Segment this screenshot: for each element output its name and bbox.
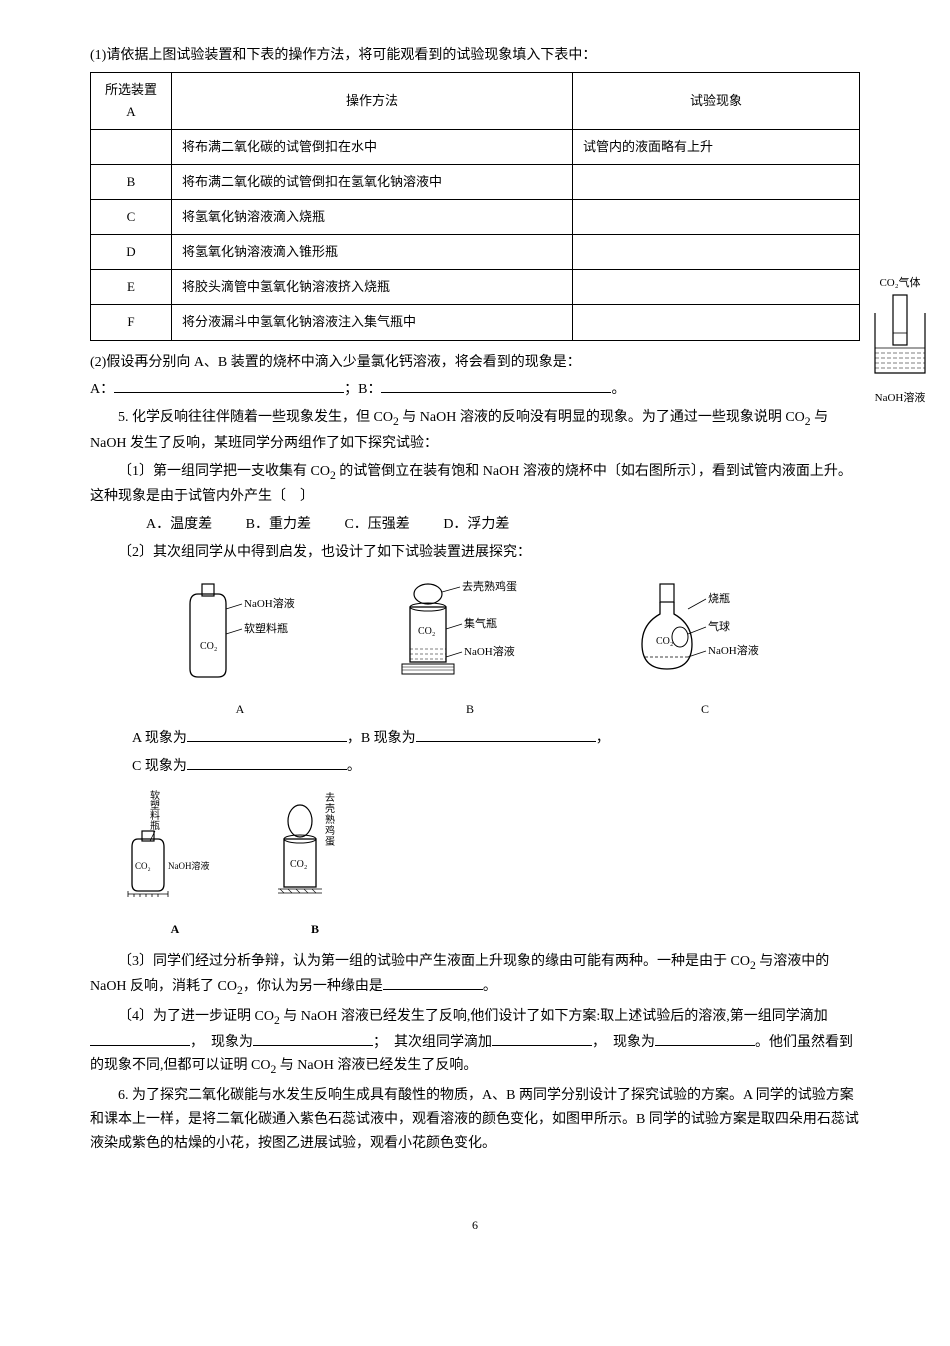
small-diagrams: 软 塑 料 瓶 CO₂ NaOH溶液 A 去 壳 熟 鸡 蛋 CO₂ B (120, 789, 860, 940)
blank-phenA[interactable] (187, 727, 347, 742)
q5-text: 5. 化学反响往往伴随着一些现象发生，但 CO2 与 NaOH 溶液的反响没有明… (90, 406, 860, 455)
experiment-table: 所选装置A 操作方法 试验现象 将布满二氧化碳的试管倒扣在水中 试管内的液面略有… (90, 72, 860, 341)
q5-options: A．温度差 B．重力差 C．压强差 D．浮力差 (90, 513, 860, 537)
q2-line1: (2)假设再分别向 A、B 装置的烧杯中滴入少量氯化钙溶液，将会看到的现象是： (90, 351, 860, 375)
th-device: 所选装置A (91, 72, 172, 129)
table-row: 将布满二氧化碳的试管倒扣在水中 试管内的液面略有上升 (91, 129, 860, 164)
q5-3: 〔3〕同学们经过分析争辩，认为第一组的试验中产生液面上升现象的缘由可能有两种。一… (90, 950, 860, 1001)
fill-c: C 现象为。 (90, 755, 860, 779)
q5-1: 〔1〕第一组同学把一支收集有 CO2 的试管倒立在装有饱和 NaOH 溶液的烧杯… (90, 460, 860, 509)
q6: 6. 为了探究二氧化碳能与水发生反响生成具有酸性的物质，A、B 两同学分别设计了… (90, 1084, 860, 1155)
th-method: 操作方法 (172, 72, 573, 129)
fill-ab: A 现象为，B 现象为， (90, 727, 860, 751)
small-diagram-b: 去 壳 熟 鸡 蛋 CO₂ B (270, 789, 360, 940)
svg-text:去: 去 (325, 792, 335, 804)
svg-text:NaOH溶液: NaOH溶液 (708, 643, 759, 657)
svg-text:CO₂: CO₂ (418, 626, 435, 637)
diagram-a: CO₂ NaOH溶液 软塑料瓶 A (170, 579, 310, 720)
svg-text:蛋: 蛋 (325, 836, 335, 848)
svg-text:NaOH溶液: NaOH溶液 (168, 860, 210, 871)
blank-phen1[interactable] (253, 1031, 373, 1046)
svg-text:鸡: 鸡 (325, 824, 335, 837)
svg-text:烧瓶: 烧瓶 (708, 591, 730, 605)
svg-text:集气瓶: 集气瓶 (464, 616, 497, 630)
apparatus-diagrams: CO₂ NaOH溶液 软塑料瓶 A CO₂ 去壳熟鸡蛋 集气瓶 NaOH溶液 B (90, 579, 860, 720)
blank-drop1[interactable] (90, 1031, 190, 1046)
table-row: E 将胶头滴管中氢氧化钠溶液挤入烧瓶 (91, 270, 860, 305)
blank-drop2[interactable] (492, 1031, 592, 1046)
svg-text:CO₂: CO₂ (290, 859, 307, 870)
table-row: F 将分液漏斗中氢氧化钠溶液注入集气瓶中 (91, 305, 860, 340)
diagram-c: CO₂ 烧瓶 气球 NaOH溶液 C (630, 579, 780, 720)
page-number: 6 (90, 1215, 860, 1235)
q5-4: 〔4〕为了进一步证明 CO2 与 NaOH 溶液已经发生了反响,他们设计了如下方… (90, 1005, 860, 1080)
svg-text:CO₂: CO₂ (656, 636, 673, 647)
svg-text:NaOH溶液: NaOH溶液 (244, 596, 295, 610)
blank-reason[interactable] (383, 975, 483, 990)
blank-phenB[interactable] (416, 727, 596, 742)
svg-text:熟: 熟 (325, 813, 335, 826)
blank-a[interactable] (114, 378, 344, 393)
svg-text:软塑料瓶: 软塑料瓶 (244, 621, 288, 635)
blank-b[interactable] (381, 378, 611, 393)
svg-text:瓶: 瓶 (150, 819, 160, 832)
q1-intro: (1)请依据上图试验装置和下表的操作方法，将可能观看到的试验现象填入下表中： (90, 44, 860, 68)
table-row: B 将布满二氧化碳的试管倒扣在氢氧化钠溶液中 (91, 165, 860, 200)
svg-text:CO₂: CO₂ (135, 861, 151, 871)
small-diagram-a: 软 塑 料 瓶 CO₂ NaOH溶液 A (120, 789, 230, 940)
svg-text:壳: 壳 (325, 802, 335, 815)
q2-line2: A：；B：。 (90, 378, 860, 402)
svg-text:NaOH溶液: NaOH溶液 (464, 644, 515, 658)
q5-2: 〔2〕其次组同学从中得到启发，也设计了如下试验装置进展探究： (90, 541, 860, 565)
th-phenom: 试验现象 (573, 72, 860, 129)
svg-text:去壳熟鸡蛋: 去壳熟鸡蛋 (462, 579, 517, 593)
beaker-diagram: CO₂气体 NaOH溶液 (860, 274, 940, 408)
table-row: D 将氢氧化钠溶液滴入锥形瓶 (91, 235, 860, 270)
blank-phenC[interactable] (187, 755, 347, 770)
table-row: C 将氢氧化钠溶液滴入烧瓶 (91, 200, 860, 235)
diagram-b: CO₂ 去壳熟鸡蛋 集气瓶 NaOH溶液 B (390, 579, 550, 720)
svg-text:气球: 气球 (708, 619, 730, 633)
blank-phen2[interactable] (655, 1031, 755, 1046)
svg-text:CO₂: CO₂ (200, 641, 217, 652)
